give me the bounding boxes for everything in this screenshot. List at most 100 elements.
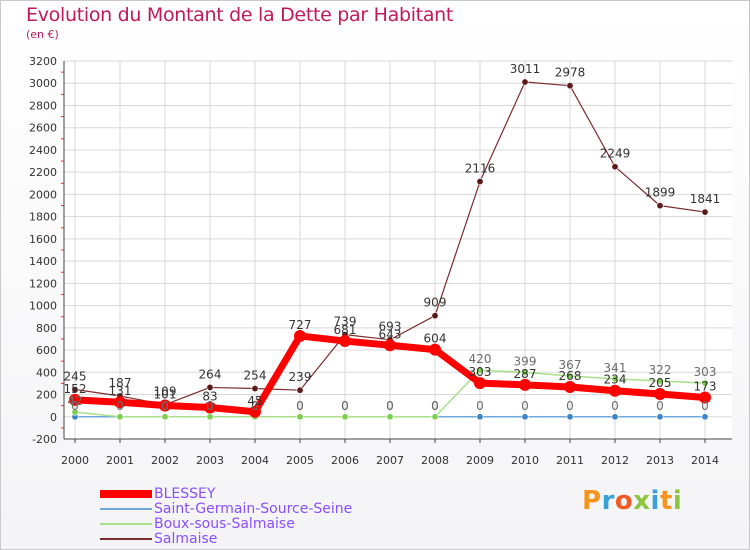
data-point-blessey bbox=[294, 329, 306, 342]
data-point-salmaise bbox=[656, 202, 664, 210]
y-tick-label: 600 bbox=[36, 344, 57, 357]
x-tick-label: 2012 bbox=[601, 454, 629, 467]
data-point-salmaise bbox=[701, 208, 709, 216]
data-point-blessey bbox=[654, 387, 666, 400]
data-label-salmaise: 2249 bbox=[600, 147, 631, 161]
logo-letter: x bbox=[633, 486, 651, 516]
data-label-boux-sous-salmaise: 0 bbox=[161, 399, 169, 413]
data-label-salmaise: 264 bbox=[199, 367, 222, 381]
data-point-salmaise bbox=[566, 82, 574, 90]
y-tick-label: 400 bbox=[36, 366, 57, 379]
data-point-salmaise bbox=[71, 386, 79, 394]
data-label-saint-germain-source-seine: 0 bbox=[701, 399, 709, 413]
data-label-salmaise: 239 bbox=[289, 370, 312, 384]
data-point-boux-sous-salmaise bbox=[116, 413, 124, 421]
data-point-blessey bbox=[159, 399, 171, 412]
x-tick-label: 2002 bbox=[151, 454, 179, 467]
data-label-boux-sous-salmaise: 0 bbox=[341, 399, 349, 413]
data-point-saint-germain-source-seine bbox=[611, 413, 619, 421]
data-label-salmaise: 1899 bbox=[645, 186, 676, 200]
proxiti-logo: Proxiti bbox=[582, 486, 682, 516]
data-label-salmaise: 2116 bbox=[465, 162, 496, 176]
y-tick-label: 3000 bbox=[29, 77, 57, 90]
data-label-blessey: 303 bbox=[469, 365, 492, 379]
data-label-boux-sous-salmaise: 399 bbox=[514, 354, 537, 368]
y-tick-label: 1600 bbox=[29, 233, 57, 246]
data-label-saint-germain-source-seine: 0 bbox=[386, 399, 394, 413]
data-label-blessey: 643 bbox=[379, 327, 402, 341]
data-label-saint-germain-source-seine: 0 bbox=[566, 399, 574, 413]
y-tick-label: 2200 bbox=[29, 166, 57, 179]
data-label-saint-germain-source-seine: 0 bbox=[521, 399, 529, 413]
data-label-boux-sous-salmaise: 0 bbox=[296, 399, 304, 413]
data-label-saint-germain-source-seine: 0 bbox=[161, 399, 169, 413]
data-label-salmaise: 1841 bbox=[690, 192, 721, 206]
chart-title: Evolution du Montant de la Dette par Hab… bbox=[26, 4, 454, 26]
data-label-boux-sous-salmaise: 303 bbox=[694, 365, 717, 379]
data-label-saint-germain-source-seine: 0 bbox=[71, 399, 79, 413]
x-tick-label: 2008 bbox=[421, 454, 449, 467]
data-label-saint-germain-source-seine: 0 bbox=[476, 399, 484, 413]
logo-letter: P bbox=[582, 486, 602, 516]
legend-swatch-salmaise bbox=[100, 538, 152, 540]
data-label-blessey: 287 bbox=[514, 367, 537, 381]
data-label-saint-germain-source-seine: 0 bbox=[116, 399, 124, 413]
data-label-saint-germain-source-seine: 0 bbox=[431, 399, 439, 413]
logo-letter: i bbox=[650, 486, 660, 516]
data-label-blessey: 131 bbox=[109, 384, 132, 398]
x-tick-label: 2007 bbox=[376, 454, 404, 467]
data-label-salmaise: 254 bbox=[244, 369, 267, 383]
data-point-boux-sous-salmaise bbox=[656, 377, 664, 385]
legend-swatch-blessey bbox=[100, 490, 152, 498]
data-point-saint-germain-source-seine bbox=[701, 413, 709, 421]
y-tick-label: 0 bbox=[50, 411, 57, 424]
data-point-boux-sous-salmaise bbox=[566, 372, 574, 380]
y-tick-label: 2800 bbox=[29, 99, 57, 112]
data-point-blessey bbox=[519, 378, 531, 391]
x-tick-label: 2010 bbox=[511, 454, 539, 467]
data-label-salmaise: 2978 bbox=[555, 66, 586, 80]
legend-swatch-boux bbox=[100, 523, 152, 525]
legend-label-salmaise: Salmaise bbox=[154, 531, 218, 547]
x-tick-label: 2001 bbox=[106, 454, 134, 467]
data-label-boux-sous-salmaise: 0 bbox=[251, 399, 259, 413]
data-point-boux-sous-salmaise bbox=[521, 368, 529, 376]
data-label-saint-germain-source-seine: 0 bbox=[206, 399, 214, 413]
data-label-salmaise: 3011 bbox=[510, 62, 541, 76]
data-point-blessey bbox=[249, 405, 261, 418]
data-label-boux-sous-salmaise: 341 bbox=[604, 361, 627, 375]
data-label-boux-sous-salmaise: 0 bbox=[116, 399, 124, 413]
data-label-boux-sous-salmaise: 420 bbox=[469, 352, 492, 366]
data-label-saint-germain-source-seine: 0 bbox=[656, 399, 664, 413]
logo-letter: o bbox=[614, 486, 634, 516]
data-point-blessey bbox=[114, 396, 126, 409]
x-tick-label: 2004 bbox=[241, 454, 269, 467]
data-label-saint-germain-source-seine: 0 bbox=[341, 399, 349, 413]
data-point-salmaise bbox=[431, 312, 439, 320]
data-point-salmaise bbox=[611, 163, 619, 171]
data-label-blessey: 152 bbox=[64, 382, 87, 396]
y-tick-label: 200 bbox=[36, 389, 57, 402]
y-tick-label: 1000 bbox=[29, 300, 57, 313]
data-point-boux-sous-salmaise bbox=[341, 413, 349, 421]
logo-letter: i bbox=[672, 486, 683, 516]
data-point-boux-sous-salmaise bbox=[701, 379, 709, 387]
x-tick-label: 2009 bbox=[466, 454, 494, 467]
legend-label-saint-germain: Saint-Germain-Source-Seine bbox=[154, 501, 353, 517]
data-point-blessey bbox=[474, 377, 486, 390]
data-point-saint-germain-source-seine bbox=[476, 413, 484, 421]
data-label-saint-germain-source-seine: 0 bbox=[296, 399, 304, 413]
data-point-blessey bbox=[204, 401, 216, 414]
y-tick-label: 3200 bbox=[29, 55, 57, 68]
data-point-blessey bbox=[564, 380, 576, 393]
data-label-boux-sous-salmaise: 322 bbox=[649, 363, 672, 377]
data-label-blessey: 173 bbox=[694, 380, 717, 394]
data-point-boux-sous-salmaise bbox=[206, 413, 214, 421]
data-point-saint-germain-source-seine bbox=[656, 413, 664, 421]
data-point-blessey bbox=[699, 391, 711, 404]
data-label-salmaise: 245 bbox=[64, 370, 87, 384]
data-label-boux-sous-salmaise: 0 bbox=[386, 399, 394, 413]
x-tick-label: 2014 bbox=[691, 454, 719, 467]
data-label-saint-germain-source-seine: 0 bbox=[251, 399, 259, 413]
x-tick-label: 2005 bbox=[286, 454, 314, 467]
